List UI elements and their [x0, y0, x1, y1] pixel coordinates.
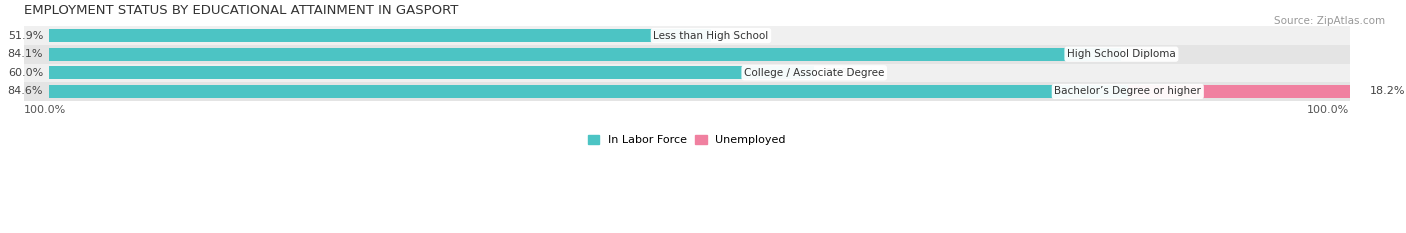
Text: 0.0%: 0.0% [721, 31, 749, 41]
Legend: In Labor Force, Unemployed: In Labor Force, Unemployed [583, 131, 790, 150]
Text: College / Associate Degree: College / Associate Degree [744, 68, 884, 78]
Bar [24, 45, 1350, 64]
Bar [24, 82, 1350, 101]
Text: Bachelor’s Degree or higher: Bachelor’s Degree or higher [1054, 86, 1201, 96]
Bar [49, 48, 1122, 61]
Bar [24, 26, 1350, 45]
Bar [1128, 85, 1360, 98]
Text: Source: ZipAtlas.com: Source: ZipAtlas.com [1274, 16, 1385, 26]
Bar [49, 29, 711, 42]
Text: Less than High School: Less than High School [654, 31, 769, 41]
Text: 18.2%: 18.2% [1369, 86, 1406, 96]
Text: EMPLOYMENT STATUS BY EDUCATIONAL ATTAINMENT IN GASPORT: EMPLOYMENT STATUS BY EDUCATIONAL ATTAINM… [24, 4, 458, 17]
Text: 51.9%: 51.9% [7, 31, 44, 41]
Bar [49, 85, 1128, 98]
Bar [24, 64, 1350, 82]
Text: High School Diploma: High School Diploma [1067, 49, 1175, 59]
Text: 84.1%: 84.1% [7, 49, 44, 59]
Text: 60.0%: 60.0% [8, 68, 44, 78]
Text: 0.0%: 0.0% [1132, 49, 1160, 59]
Bar [49, 66, 814, 79]
Text: 84.6%: 84.6% [7, 86, 44, 96]
Text: 0.0%: 0.0% [824, 68, 852, 78]
Text: 100.0%: 100.0% [1308, 105, 1350, 115]
Text: 100.0%: 100.0% [24, 105, 66, 115]
